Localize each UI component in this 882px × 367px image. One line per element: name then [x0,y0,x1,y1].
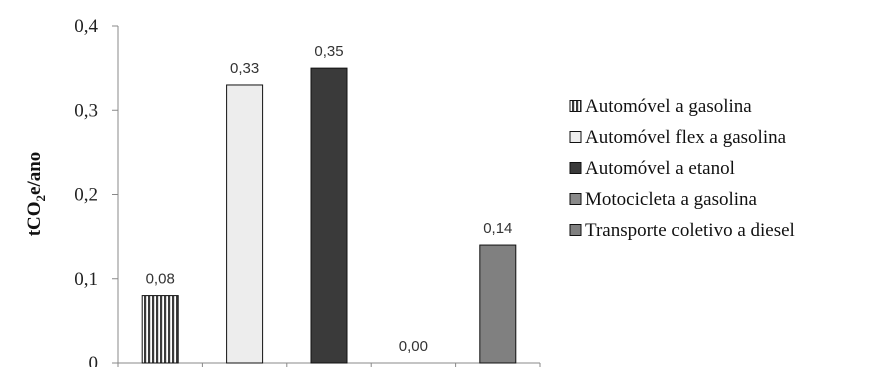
legend: Automóvel a gasolina Automóvel flex a gas… [569,96,795,241]
data-label: 0,08 [146,271,175,288]
data-labels: 0,08 0,33 0,35 0,00 0,14 [146,43,513,355]
y-tick-label: 0,3 [74,100,98,121]
legend-swatch [569,224,582,236]
y-tick-label: 0 [89,353,99,367]
bar [310,67,348,364]
legend-swatch [569,162,582,174]
x-ticks [117,363,541,367]
data-label: 0,35 [314,43,343,60]
legend-label: Automóvel a etanol [585,158,735,179]
legend-swatch [569,100,582,112]
data-label: 0,14 [483,220,512,237]
bar [141,295,179,364]
legend-label: Automóvel flex a gasolina [585,127,787,148]
data-label: 0,00 [399,338,428,355]
y-ticks: 0 0,1 0,2 0,3 0,4 [74,16,118,367]
legend-swatch [569,193,582,205]
y-tick-label: 0,1 [74,269,98,290]
legend-swatch [569,131,582,143]
y-tick-label: 0,4 [74,16,98,37]
legend-label: Motocicleta a gasolina [585,189,758,210]
bar [226,84,264,364]
legend-label: Automóvel a gasolina [585,96,752,117]
bars [141,67,517,364]
y-tick-label: 0,2 [74,185,98,206]
data-label: 0,33 [230,60,259,77]
bar [479,244,517,364]
legend-label: Transporte coletivo a diesel [585,220,795,241]
y-axis-label: tCO2e/ano [24,152,48,237]
